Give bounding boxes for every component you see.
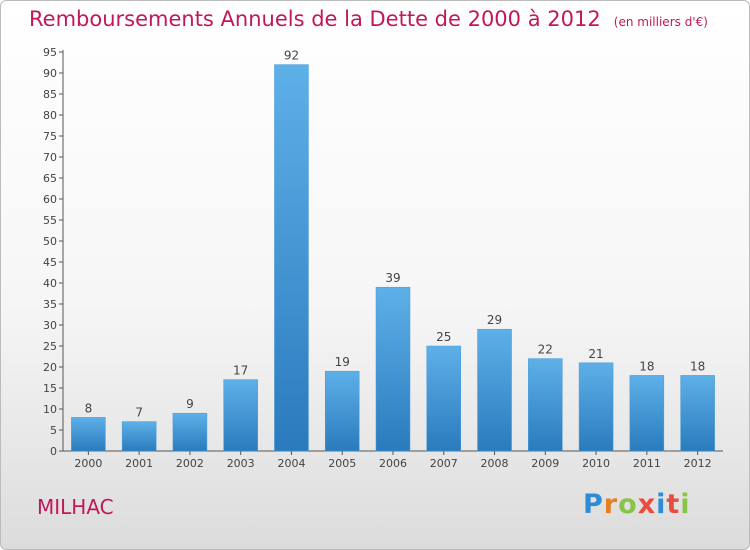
data-label: 9 bbox=[186, 397, 194, 411]
axes: 0 5 10 15 20 25 30 35 40 45 50 55 60 65 70 75 80 85 90 95 20… bbox=[43, 46, 723, 470]
y-tick-label: 65 bbox=[43, 172, 57, 185]
data-label: 17 bbox=[233, 364, 248, 378]
bar-2003 bbox=[223, 379, 258, 452]
x-tick-label: 2007 bbox=[430, 457, 458, 470]
y-tick-label: 50 bbox=[43, 235, 57, 248]
bar-2011 bbox=[629, 375, 665, 452]
y-tick-label: 0 bbox=[50, 445, 57, 458]
bar-2010 bbox=[578, 362, 614, 452]
bar-2009 bbox=[528, 358, 563, 452]
x-tick-label: 2000 bbox=[74, 457, 102, 470]
x-tick-label: 2010 bbox=[582, 457, 610, 470]
y-tick-label: 80 bbox=[43, 109, 57, 122]
bar-2008 bbox=[477, 328, 512, 452]
bar-2005 bbox=[324, 370, 360, 452]
y-tick-label: 20 bbox=[43, 361, 57, 374]
logo-letter: t bbox=[666, 489, 681, 520]
x-tick-label: 2003 bbox=[227, 457, 255, 470]
data-label: 18 bbox=[639, 359, 654, 373]
commune-name: MILHAC bbox=[37, 495, 114, 519]
chart-title: Remboursements Annuels de la Dette de 20… bbox=[29, 7, 601, 31]
data-labels: 8 7 9 17 92 19 39 25 29 22 21 18 18 bbox=[85, 49, 706, 420]
data-label: 22 bbox=[538, 343, 553, 357]
bar-2006 bbox=[375, 286, 411, 452]
logo-letter: i bbox=[656, 489, 667, 520]
chart-header: Remboursements Annuels de la Dette de 20… bbox=[29, 7, 708, 31]
y-tick-label: 55 bbox=[43, 214, 57, 227]
y-tick-label: 40 bbox=[43, 277, 57, 290]
x-tick-label: 2008 bbox=[481, 457, 509, 470]
logo-letter: x bbox=[637, 489, 657, 520]
bar-2004 bbox=[274, 64, 309, 452]
bar-2000 bbox=[71, 417, 106, 452]
data-label: 25 bbox=[436, 330, 451, 344]
x-tick-label: 2001 bbox=[125, 457, 153, 470]
x-tick-label: 2011 bbox=[633, 457, 661, 470]
logo-letter: o bbox=[618, 489, 638, 520]
logo-letter: i bbox=[680, 489, 691, 520]
bar-2007 bbox=[426, 345, 462, 452]
data-label: 18 bbox=[690, 359, 705, 373]
y-tick-label: 90 bbox=[43, 67, 57, 80]
proxiti-logo[interactable]: Proxiti bbox=[583, 489, 691, 520]
data-label: 29 bbox=[487, 313, 502, 327]
y-tick-label: 85 bbox=[43, 88, 57, 101]
y-tick-label: 45 bbox=[43, 256, 57, 269]
x-tick-label: 2012 bbox=[684, 457, 712, 470]
x-tick-label: 2004 bbox=[277, 457, 305, 470]
bar-2012 bbox=[680, 375, 715, 452]
x-tick-label: 2005 bbox=[328, 457, 356, 470]
y-tick-label: 15 bbox=[43, 382, 57, 395]
y-tick-label: 75 bbox=[43, 130, 57, 143]
y-tick-label: 70 bbox=[43, 151, 57, 164]
data-label: 19 bbox=[335, 355, 350, 369]
x-tick-label: 2009 bbox=[531, 457, 559, 470]
data-label: 7 bbox=[135, 406, 143, 420]
y-tick-label: 95 bbox=[43, 46, 57, 59]
logo-letter: r bbox=[603, 489, 619, 520]
y-tick-label: 30 bbox=[43, 319, 57, 332]
x-tick-label: 2006 bbox=[379, 457, 407, 470]
data-label: 92 bbox=[284, 49, 299, 63]
bar-2001 bbox=[121, 421, 157, 452]
data-label: 39 bbox=[385, 271, 400, 285]
y-tick-label: 60 bbox=[43, 193, 57, 206]
bar-2002 bbox=[172, 412, 208, 452]
y-tick-label: 10 bbox=[43, 403, 57, 416]
logo-letter: P bbox=[583, 489, 604, 520]
bars bbox=[71, 64, 715, 452]
y-tick-label: 25 bbox=[43, 340, 57, 353]
y-tick-label: 35 bbox=[43, 298, 57, 311]
data-label: 8 bbox=[85, 401, 93, 415]
y-tick-label: 5 bbox=[50, 424, 57, 437]
x-tick-label: 2002 bbox=[176, 457, 204, 470]
data-label: 21 bbox=[588, 347, 603, 361]
chart-subtitle: (en milliers d'€) bbox=[613, 15, 708, 29]
